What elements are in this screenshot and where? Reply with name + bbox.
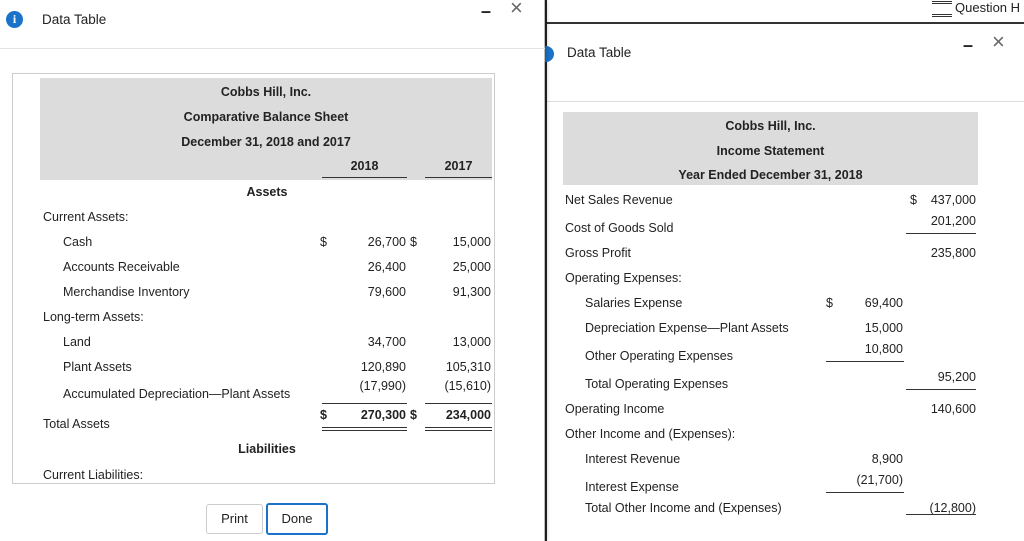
row-label: Merchandise Inventory bbox=[63, 285, 190, 299]
row-label: Accumulated Depreciation—Plant Assets bbox=[63, 387, 291, 401]
value: 105,310 bbox=[445, 360, 491, 374]
close[interactable]: × bbox=[510, 0, 523, 20]
value: (17,990) bbox=[359, 379, 406, 393]
value: 234,000 bbox=[445, 408, 491, 422]
row-label: Operating Income bbox=[565, 402, 665, 416]
row-label: Salaries Expense bbox=[585, 296, 683, 310]
currency: $ bbox=[826, 296, 833, 310]
statement: Comparative Balance Sheet bbox=[183, 110, 349, 124]
value: 10,800 bbox=[864, 342, 903, 356]
separator bbox=[0, 48, 545, 49]
dialog-title: Data Table bbox=[42, 12, 107, 27]
row-label: Other Income and (Expenses): bbox=[565, 427, 736, 441]
value: 26,400 bbox=[367, 260, 406, 274]
table-frame bbox=[12, 73, 495, 484]
row-label: Cost of Goods Sold bbox=[565, 221, 674, 235]
underline bbox=[425, 430, 492, 431]
print-button[interactable]: Print bbox=[206, 504, 263, 534]
underline bbox=[425, 427, 492, 428]
underline bbox=[425, 177, 492, 178]
currency: $ bbox=[320, 408, 327, 422]
currency: $ bbox=[410, 235, 417, 249]
info-icon: i bbox=[6, 11, 23, 28]
value: 437,000 bbox=[930, 193, 976, 207]
value: 140,600 bbox=[930, 402, 976, 416]
row-label: Depreciation Expense—Plant Assets bbox=[585, 321, 789, 335]
row-label: Interest Expense bbox=[585, 480, 679, 494]
underline bbox=[425, 403, 492, 404]
underline bbox=[322, 430, 407, 431]
column-header: 2017 bbox=[444, 159, 473, 173]
underline bbox=[826, 361, 904, 362]
row-label: Other Operating Expenses bbox=[585, 349, 733, 363]
right-window bbox=[545, 0, 1024, 541]
value: 13,000 bbox=[452, 335, 491, 349]
company: Cobbs Hill, Inc. bbox=[725, 119, 816, 133]
separator bbox=[547, 101, 1024, 102]
currency: $ bbox=[320, 235, 327, 249]
row-label: Accounts Receivable bbox=[63, 260, 180, 274]
row-label: Plant Assets bbox=[63, 360, 132, 374]
value: (21,700) bbox=[856, 473, 903, 487]
value: 25,000 bbox=[452, 260, 491, 274]
period: December 31, 2018 and 2017 bbox=[181, 135, 351, 149]
currency: $ bbox=[410, 408, 417, 422]
row-label: Total Assets bbox=[43, 417, 110, 431]
table-header-bg bbox=[563, 112, 978, 185]
statement: Income Statement bbox=[716, 144, 825, 158]
row-label: Cash bbox=[63, 235, 93, 249]
value: 8,900 bbox=[871, 452, 903, 466]
underline bbox=[906, 233, 976, 234]
value: (12,800) bbox=[929, 501, 976, 515]
currency: $ bbox=[910, 193, 917, 207]
row-label: Long-term Assets: bbox=[43, 310, 144, 324]
toolbar-border bbox=[547, 22, 1024, 24]
row-label: Land bbox=[63, 335, 91, 349]
value: 79,600 bbox=[367, 285, 406, 299]
period: Year Ended December 31, 2018 bbox=[678, 168, 863, 182]
underline bbox=[322, 403, 407, 404]
row-label: Current Liabilities: bbox=[43, 468, 144, 482]
value: 15,000 bbox=[452, 235, 491, 249]
value: 91,300 bbox=[452, 285, 491, 299]
value: 270,300 bbox=[360, 408, 406, 422]
value: 69,400 bbox=[864, 296, 903, 310]
row-label: Interest Revenue bbox=[585, 452, 681, 466]
value: 34,700 bbox=[367, 335, 406, 349]
section-heading: Liabilities bbox=[238, 442, 296, 456]
value: 95,200 bbox=[937, 370, 976, 384]
close[interactable]: × bbox=[992, 29, 1005, 54]
value: 15,000 bbox=[864, 321, 903, 335]
row-label: Total Operating Expenses bbox=[585, 377, 729, 391]
row-label: Current Assets: bbox=[43, 210, 129, 224]
done-button[interactable]: Done bbox=[266, 503, 328, 535]
underline bbox=[322, 177, 407, 178]
value: 120,890 bbox=[360, 360, 406, 374]
value: 26,700 bbox=[367, 235, 406, 249]
underline bbox=[906, 514, 976, 515]
value: 201,200 bbox=[930, 214, 976, 228]
row-label: Operating Expenses: bbox=[565, 271, 682, 285]
value: (15,610) bbox=[444, 379, 491, 393]
value: 235,800 bbox=[930, 246, 976, 260]
row-label: Net Sales Revenue bbox=[565, 193, 673, 207]
column-header: 2018 bbox=[350, 159, 379, 173]
company: Cobbs Hill, Inc. bbox=[220, 85, 312, 99]
dialog-title: Data Table bbox=[567, 45, 632, 60]
underline bbox=[826, 492, 904, 493]
question-button[interactable]: Question H bbox=[932, 0, 1020, 17]
underline bbox=[322, 427, 407, 428]
underline bbox=[906, 389, 976, 390]
table-header-bg bbox=[40, 78, 492, 180]
row-label: Total Other Income and (Expenses) bbox=[585, 501, 782, 515]
minimize[interactable]: – bbox=[481, 1, 492, 21]
section-heading: Assets bbox=[246, 185, 288, 199]
row-label: Gross Profit bbox=[565, 246, 631, 260]
minimize[interactable]: – bbox=[963, 35, 974, 55]
toolbar-label: Question H bbox=[955, 0, 1021, 15]
